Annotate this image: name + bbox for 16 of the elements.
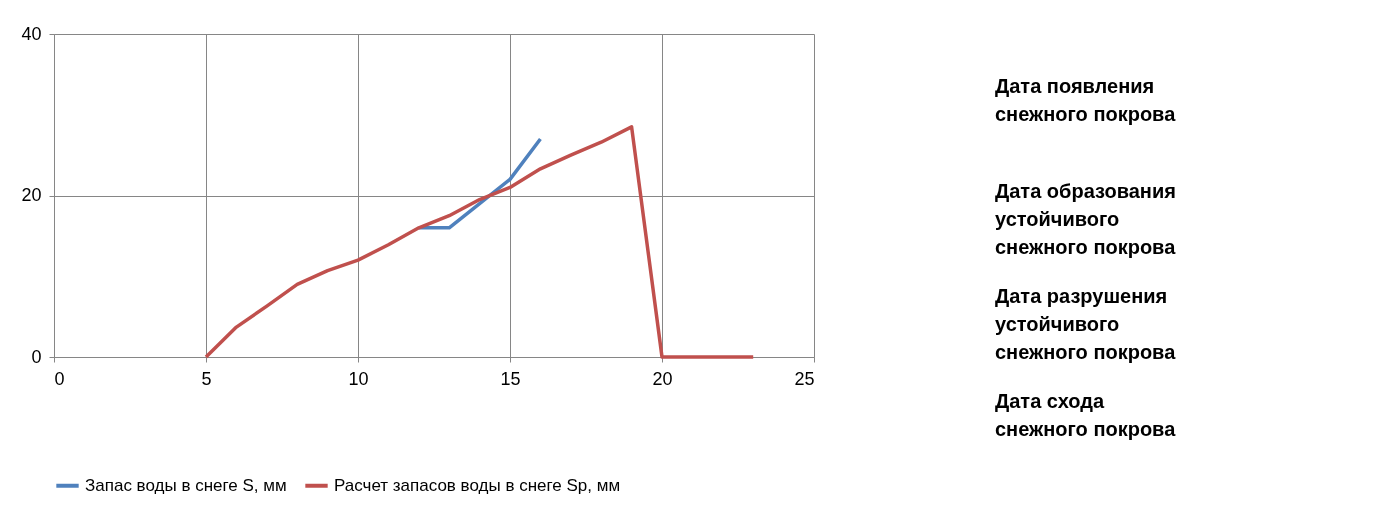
text: Дата схода снежного покрова <box>995 389 1177 440</box>
line-series <box>204 125 755 359</box>
x-tick-label: 5 <box>201 368 212 389</box>
legend-label: Запас воды в снеге S, мм <box>85 475 287 495</box>
y-tick-label: 0 <box>31 346 42 367</box>
text: Дата образования устойчивого снежного покрова <box>995 179 1177 258</box>
x-tick-label: 10 <box>348 368 369 389</box>
y-tick-label: 40 <box>21 23 42 44</box>
x-tick-label: 0 <box>54 368 65 389</box>
x-tick-label: 25 <box>794 368 815 389</box>
text: Дата появления снежного покрова <box>995 74 1177 125</box>
x-tick-label: 20 <box>652 368 673 389</box>
legend-label: Расчет запасов воды в снеге Sp, мм <box>334 475 621 495</box>
y-tick-label: 20 <box>21 185 42 205</box>
text: Дата разрушения устойчивого снежного покрова <box>995 284 1177 363</box>
x-tick-label: 15 <box>500 368 521 389</box>
